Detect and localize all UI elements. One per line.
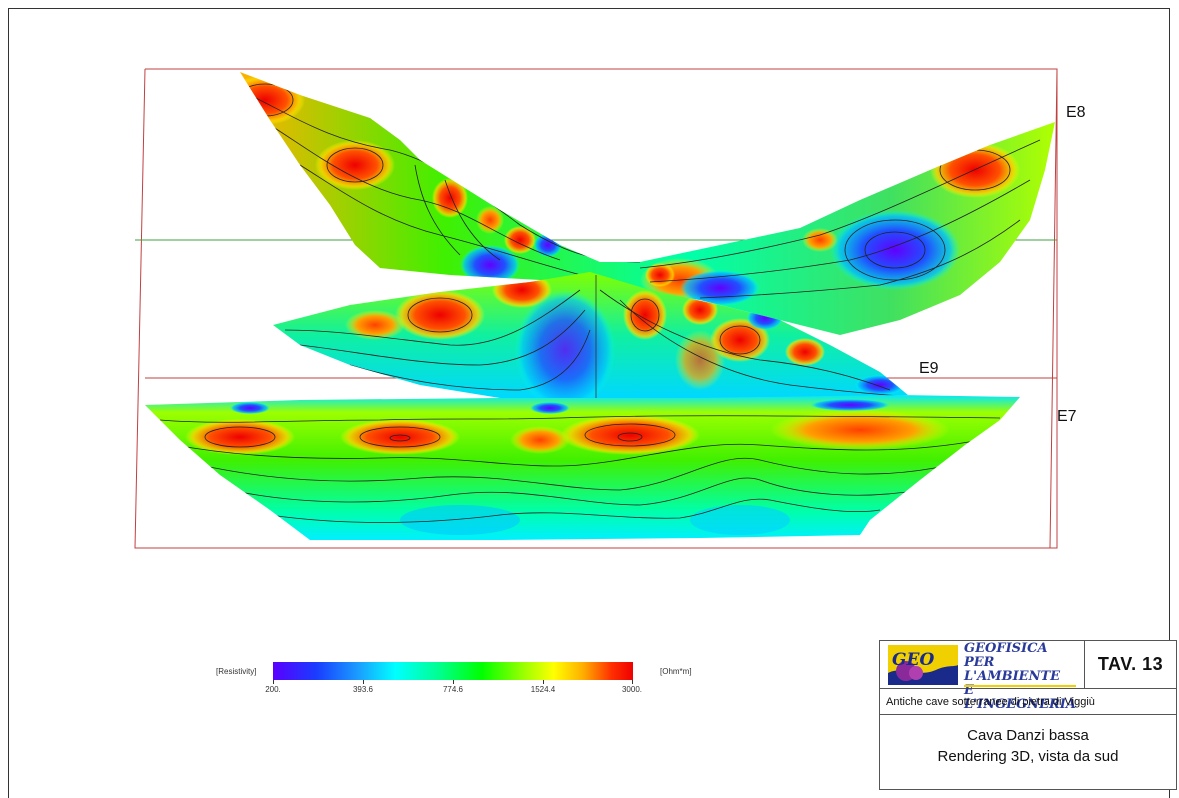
- logo-line-2: PER L'AMBIENTE: [964, 655, 1061, 684]
- colorbar-tick: 774.6: [442, 685, 464, 694]
- geo-logo-icon: GEO: [888, 645, 958, 685]
- colorbar-tickmark: [453, 680, 454, 684]
- logo-line-1: GEOFISICA: [964, 641, 1048, 656]
- label-e8: E8: [1066, 104, 1086, 121]
- section-e7: [145, 395, 1020, 540]
- colorbar-tick: 3000.: [621, 685, 643, 694]
- colorbar-title: [Resistivity]: [216, 667, 257, 676]
- drawing-description: Cava Danzi bassa Rendering 3D, vista da …: [880, 725, 1176, 767]
- colorbar-tick: 200.: [265, 685, 281, 694]
- colorbar-tickmark: [543, 680, 544, 684]
- tav-cell: TAV. 13: [1085, 641, 1176, 689]
- colorbar-tickmark: [632, 680, 633, 684]
- project-subtitle: Antiche cave sotterranee di pietra di Vi…: [886, 695, 1095, 708]
- label-e7: E7: [1057, 408, 1077, 425]
- description-line-1: Cava Danzi bassa: [967, 727, 1089, 744]
- logo-underline: [964, 685, 1076, 687]
- subtitle-cell: Antiche cave sotterranee di pietra di Vi…: [880, 689, 1176, 715]
- logo-mark: GEO: [892, 650, 934, 670]
- logo-cell: GEO GEOFISICA PER L'AMBIENTE E L'INGEGNE…: [880, 641, 1085, 712]
- title-block: GEO GEOFISICA PER L'AMBIENTE E L'INGEGNE…: [879, 640, 1177, 790]
- colorbar-tickmark: [273, 680, 274, 684]
- label-e9: E9: [919, 360, 939, 377]
- page-frame: [8, 8, 1170, 798]
- logo-text: GEOFISICA PER L'AMBIENTE E L'INGEGNERIA: [964, 642, 1084, 712]
- colorbar-tick: 393.6: [352, 685, 374, 694]
- colorbar-unit: [Ohm*m]: [660, 667, 692, 676]
- colorbar-tickmark: [363, 680, 364, 684]
- colorbar: [273, 662, 633, 680]
- description-line-2: Rendering 3D, vista da sud: [937, 748, 1119, 765]
- colorbar-tick: 1524.4: [530, 685, 556, 694]
- tav-number: TAV. 13: [1097, 654, 1164, 674]
- logo-line-3: E L'INGEGNERIA: [964, 683, 1076, 712]
